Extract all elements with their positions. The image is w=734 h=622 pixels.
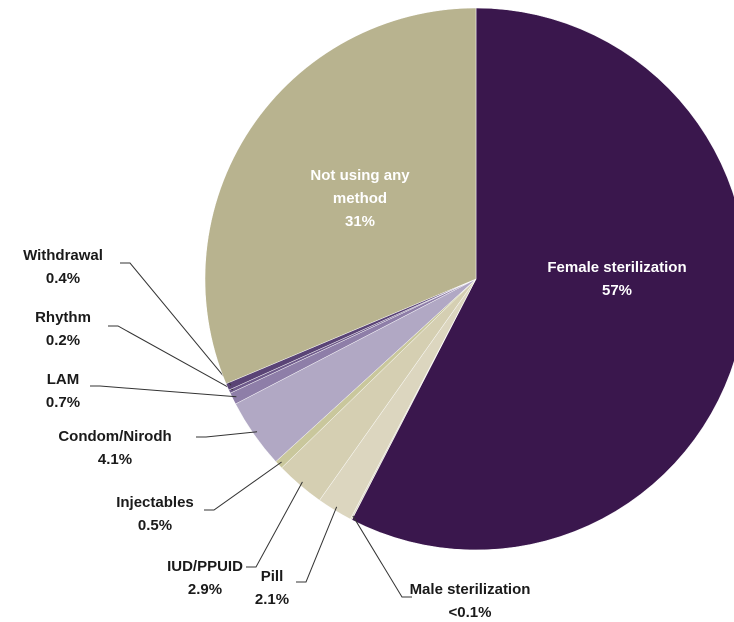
leader-line — [246, 481, 303, 568]
value-label: 0.5% — [138, 517, 172, 534]
leader-line — [352, 515, 412, 598]
leader-line — [120, 262, 232, 386]
value-label: <0.1% — [449, 604, 492, 621]
slice-label: LAM — [47, 371, 80, 388]
slice-label: Withdrawal — [23, 247, 103, 264]
slice-label: Male sterilization — [410, 581, 531, 598]
leader-line — [204, 461, 282, 511]
value-label: 31% — [345, 213, 375, 230]
value-label: 57% — [602, 282, 632, 299]
value-label: 2.9% — [188, 581, 222, 598]
value-label: 2.1% — [255, 591, 289, 608]
value-label: 0.2% — [46, 332, 80, 349]
value-label: 0.4% — [46, 270, 80, 287]
slice-label: Pill — [261, 568, 284, 585]
slice-label: IUD/PPUID — [167, 558, 243, 575]
leader-line — [196, 431, 258, 438]
slice-label: Rhythm — [35, 309, 91, 326]
slice-label: Condom/Nirodh — [58, 428, 171, 445]
value-label: 0.7% — [46, 394, 80, 411]
value-label: 4.1% — [98, 451, 132, 468]
slice-label: Injectables — [116, 494, 194, 511]
leader-line — [90, 385, 237, 398]
slice-label: Not using any method — [310, 167, 410, 207]
pie-slice — [204, 7, 477, 385]
leader-line — [296, 506, 338, 583]
pie-slice — [351, 7, 734, 551]
leader-line — [108, 325, 234, 391]
slice-label: Female sterilization — [547, 259, 686, 276]
